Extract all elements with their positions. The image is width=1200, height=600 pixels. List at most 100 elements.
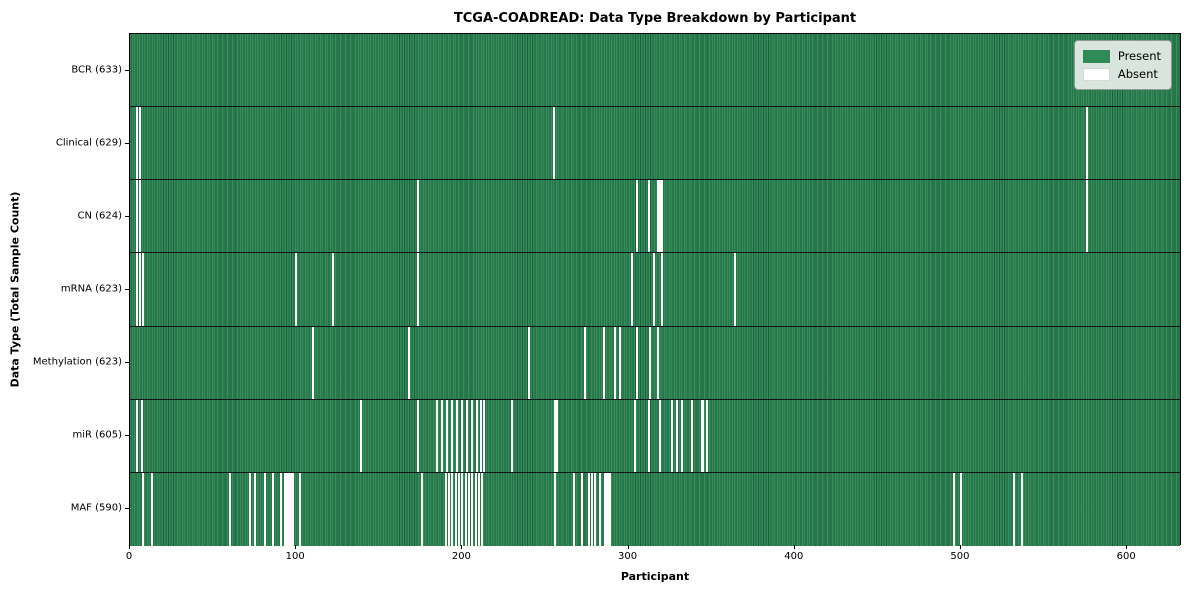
- row-band-clinical: [130, 107, 1180, 181]
- row-band-maf: [130, 472, 1180, 546]
- x-tick-label: 400: [784, 551, 804, 562]
- absent-stripe: [331, 253, 334, 326]
- absent-stripe: [572, 472, 575, 546]
- absent-stripe: [280, 472, 283, 546]
- x-tick-mark: [960, 545, 961, 549]
- absent-stripe: [474, 472, 477, 546]
- x-tick-mark: [628, 545, 629, 549]
- y-tick-label: Methylation (623): [32, 356, 122, 368]
- absent-stripe: [476, 399, 479, 472]
- absent-stripe: [733, 253, 736, 326]
- absent-stripe: [478, 472, 480, 546]
- absent-stripe: [604, 472, 607, 546]
- absent-stripe: [454, 472, 457, 546]
- y-tick-mark: [125, 362, 129, 363]
- absent-stripe: [702, 399, 705, 472]
- y-tick-label: MAF (590): [70, 502, 122, 514]
- absent-stripe: [481, 472, 484, 546]
- absent-stripe: [228, 472, 231, 546]
- y-tick-mark: [125, 508, 129, 509]
- absent-stripe: [591, 472, 594, 546]
- absent-stripe: [446, 399, 449, 472]
- absent-stripe: [138, 253, 141, 326]
- absent-stripe: [630, 253, 633, 326]
- absent-stripe: [587, 472, 590, 546]
- legend-swatch-absent-icon: [1082, 67, 1110, 81]
- absent-stripe: [647, 180, 650, 253]
- absent-stripe: [634, 399, 637, 472]
- absent-stripe: [599, 472, 602, 546]
- absent-stripe: [135, 253, 138, 326]
- absent-stripe: [140, 399, 143, 472]
- row-band-mir: [130, 399, 1180, 473]
- absent-stripe: [295, 253, 298, 326]
- x-tick-mark: [295, 545, 296, 549]
- y-tick-mark: [125, 289, 129, 290]
- absent-stripe: [360, 399, 362, 472]
- absent-stripe: [408, 326, 411, 399]
- absent-stripe: [283, 472, 286, 546]
- absent-stripe: [461, 399, 464, 472]
- absent-stripe: [700, 399, 703, 472]
- chart-title: TCGA-COADREAD: Data Type Breakdown by Pa…: [453, 11, 857, 26]
- absent-stripe: [290, 472, 293, 546]
- row-band-bcr: [130, 34, 1180, 108]
- absent-stripe: [1021, 472, 1024, 546]
- y-tick-label: Clinical (629): [55, 137, 122, 149]
- absent-stripe: [1086, 180, 1089, 253]
- x-tick-label: 500: [950, 551, 970, 562]
- absent-stripe: [138, 180, 141, 253]
- absent-stripe: [471, 472, 474, 546]
- absent-stripe: [660, 180, 663, 253]
- absent-stripe: [468, 472, 471, 546]
- absent-stripe: [291, 472, 294, 546]
- absent-stripe: [605, 472, 608, 546]
- absent-stripe: [594, 472, 597, 546]
- absent-stripe: [657, 180, 660, 253]
- absent-stripe: [248, 472, 251, 546]
- absent-stripe: [527, 326, 530, 399]
- x-tick-mark: [461, 545, 462, 549]
- absent-stripe: [959, 472, 962, 546]
- absent-stripe: [556, 399, 559, 472]
- absent-stripe: [659, 180, 662, 253]
- absent-stripe: [444, 472, 447, 546]
- absent-stripe: [705, 399, 708, 472]
- absent-stripe: [614, 326, 617, 399]
- absent-stripe: [311, 326, 314, 399]
- absent-stripe: [441, 399, 444, 472]
- row-band-mrna: [130, 253, 1180, 327]
- row-band-methylation: [130, 326, 1180, 400]
- absent-stripe: [271, 472, 274, 546]
- absent-stripe: [690, 399, 693, 472]
- absent-stripe: [464, 472, 467, 546]
- y-tick-label: BCR (633): [71, 64, 122, 76]
- x-tick-mark: [794, 545, 795, 549]
- x-tick-label: 300: [618, 551, 638, 562]
- legend-label-present: Present: [1117, 49, 1161, 63]
- y-tick-label: mRNA (623): [60, 283, 122, 295]
- absent-stripe: [479, 399, 482, 472]
- absent-stripe: [142, 472, 145, 546]
- x-tick-label: 0: [125, 551, 133, 562]
- x-tick-label: 100: [285, 551, 305, 562]
- absent-stripe: [421, 472, 424, 546]
- legend-item-present: Present: [1082, 47, 1161, 65]
- absent-stripe: [602, 326, 605, 399]
- y-tick-mark: [125, 216, 129, 217]
- x-tick-label: 600: [1116, 551, 1136, 562]
- legend-label-absent: Absent: [1117, 67, 1158, 81]
- absent-stripe: [135, 180, 138, 253]
- x-tick-mark: [129, 545, 130, 549]
- absent-stripe: [552, 107, 555, 180]
- absent-stripe: [135, 399, 138, 472]
- absent-stripe: [471, 399, 474, 472]
- absent-stripe: [511, 399, 514, 472]
- absent-stripe: [607, 472, 610, 546]
- absent-stripe: [448, 472, 451, 546]
- absent-stripe: [649, 326, 652, 399]
- absent-stripe: [451, 472, 454, 546]
- absent-stripe: [675, 399, 678, 472]
- x-tick-mark: [1126, 545, 1127, 549]
